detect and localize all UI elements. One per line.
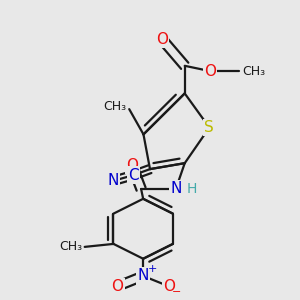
Text: +: +: [147, 263, 157, 274]
Text: O: O: [111, 279, 123, 294]
Text: O: O: [156, 32, 168, 46]
Text: CH₃: CH₃: [59, 240, 82, 254]
Text: S: S: [205, 120, 214, 135]
Text: O: O: [126, 158, 138, 173]
Text: O: O: [163, 279, 175, 294]
Text: N: N: [107, 173, 118, 188]
Text: H: H: [187, 182, 197, 196]
Text: C: C: [128, 167, 139, 182]
Text: O: O: [204, 64, 216, 79]
Text: N: N: [137, 268, 149, 284]
Text: CH₃: CH₃: [242, 64, 265, 78]
Text: −: −: [172, 287, 181, 297]
Text: N: N: [170, 182, 182, 196]
Text: CH₃: CH₃: [103, 100, 126, 113]
